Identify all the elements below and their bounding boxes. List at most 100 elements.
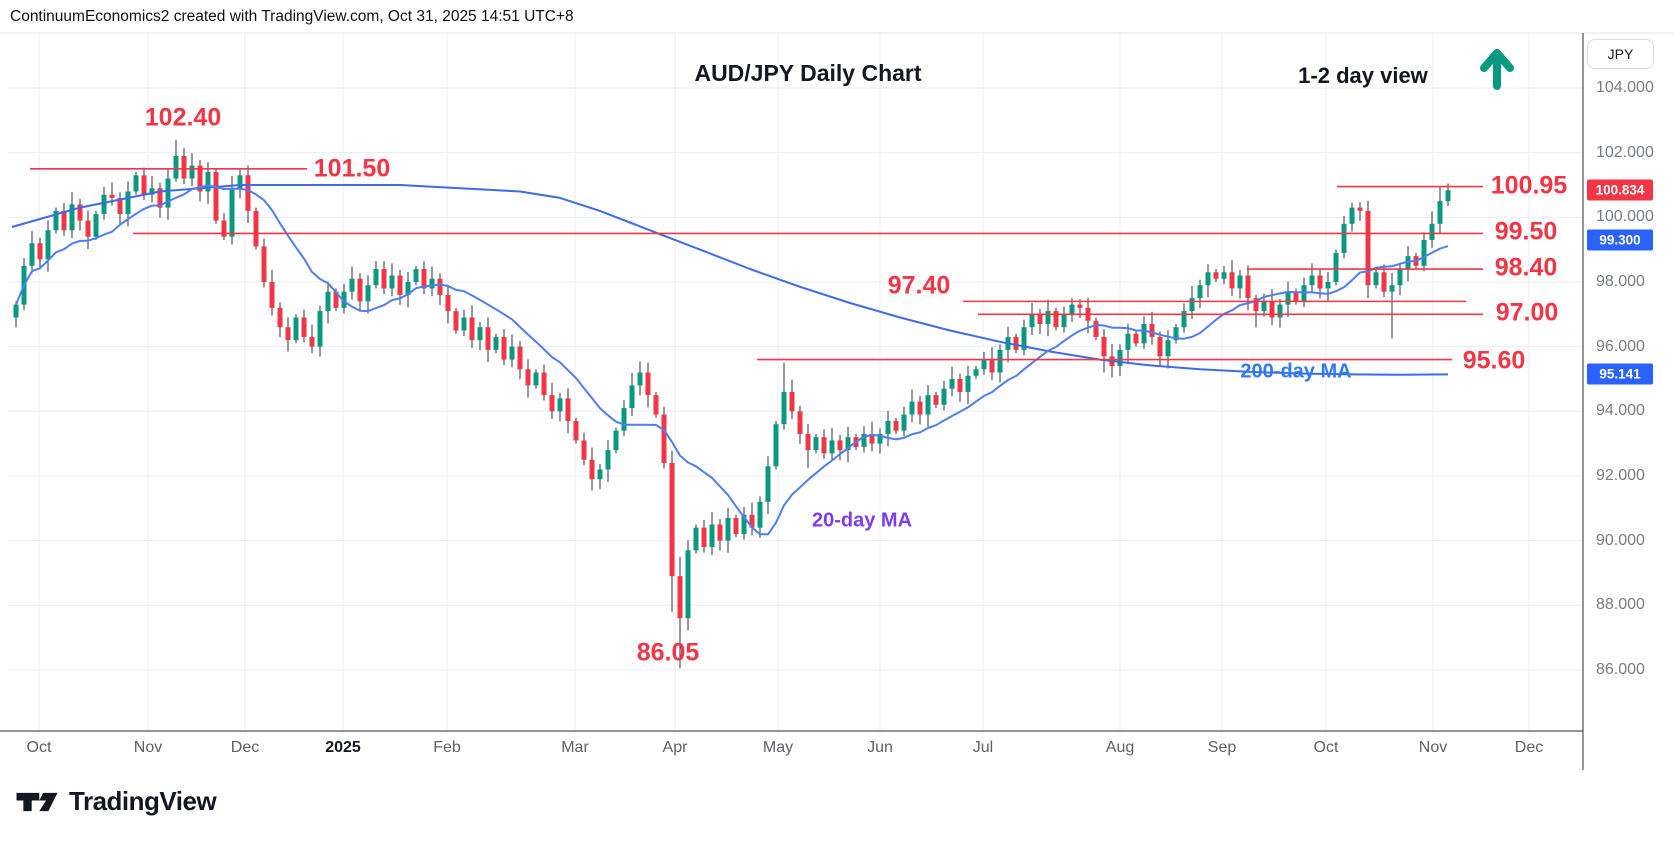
candle-down [733,517,739,535]
candle-up [1277,304,1283,318]
candle-up [725,517,731,541]
candle-down [1053,311,1059,328]
time-axis-label[interactable]: 2025 [325,739,361,756]
price-axis-label[interactable]: 90.000 [1596,531,1645,549]
candle-down [677,576,683,619]
level-label: 86.05 [636,638,700,667]
candle-down [453,311,459,331]
candle-up [629,385,635,409]
price-badge: 99.300 [1587,229,1653,251]
time-axis-label[interactable]: Nov [1418,739,1448,756]
candle-up [1309,275,1315,286]
price-axis-label[interactable]: 86.000 [1596,660,1645,678]
candle-down [157,188,163,208]
candle-up [1389,285,1395,292]
candle-up [637,372,643,386]
time-axis-label[interactable]: Jun [867,739,893,756]
time-axis-label[interactable]: May [762,739,794,756]
candle-down [1213,272,1219,279]
candle-up [1349,207,1355,224]
currency-button[interactable]: JPY [1587,39,1654,69]
candle-down [213,172,219,221]
level-label: 97.00 [1495,298,1559,327]
price-badge: 95.141 [1587,363,1653,385]
candle-down [645,372,651,396]
ma-label: 20-day MA [811,509,913,532]
candle-down [669,463,675,577]
candle-up [613,430,619,451]
candle-down [181,155,187,179]
candle-down [525,369,531,386]
candle-up [133,175,139,192]
candle-down [805,433,811,451]
candle-up [1061,314,1067,328]
candle-down [549,395,555,412]
chart-title: AUD/JPY Daily Chart [694,60,922,86]
candle-down [1037,314,1043,325]
time-axis-label[interactable]: Apr [662,739,688,756]
candle-up [1141,324,1147,344]
candle-down [749,514,755,528]
time-axis-label[interactable]: Oct [1313,739,1339,756]
candle-down [381,269,387,289]
time-axis-label[interactable]: Mar [561,739,589,756]
candle-up [1221,272,1227,279]
candle-up [173,155,179,179]
time-axis-label[interactable]: Dec [230,739,260,756]
candle-up [53,210,59,231]
level-label: 97.40 [887,271,951,300]
candle-down [37,243,43,260]
price-axis-label[interactable]: 102.000 [1596,143,1654,161]
tradingview-logo[interactable]: TradingView [15,786,217,817]
candle-down [893,420,899,431]
candle-up [1205,272,1211,286]
candle-up [125,191,131,215]
candle-down [141,175,147,195]
candle-up [1189,298,1195,312]
price-axis-label[interactable]: 100.000 [1596,208,1654,226]
candle-down [653,395,659,415]
time-axis-label[interactable]: Aug [1105,739,1135,756]
candle-up [1029,314,1035,328]
candle-up [189,165,195,179]
candle-up [1237,275,1243,289]
level-label: 102.40 [144,103,222,132]
candle-up [165,178,171,208]
candle-up [1165,340,1171,357]
time-axis-label[interactable]: Dec [1514,739,1544,756]
price-axis-label[interactable]: 104.000 [1596,79,1654,96]
candle-down [517,346,523,370]
price-axis-label[interactable]: 94.000 [1596,402,1645,420]
time-axis-label[interactable]: Nov [133,739,163,756]
time-axis-label[interactable]: Sep [1207,739,1237,756]
price-axis-label[interactable]: 98.000 [1596,272,1645,290]
candle-down [221,220,227,237]
candle-up [981,359,987,370]
price-axis-label[interactable]: 88.000 [1596,596,1645,614]
candle-up [781,391,787,425]
candle-up [429,278,435,289]
time-axis-label[interactable]: Oct [26,739,52,756]
time-axis-label[interactable]: Jul [972,739,994,756]
candle-up [693,527,699,551]
price-axis-label[interactable]: 96.000 [1596,337,1645,355]
candle-up [237,175,243,189]
candle-down [589,459,595,480]
candle-down [1245,275,1251,299]
candle-down [837,440,843,451]
candle-down [573,420,579,441]
candle-down [309,336,315,347]
candle-down [445,294,451,312]
level-label: 101.50 [313,154,391,183]
candle-up [509,346,515,360]
candle-up [1285,291,1291,305]
price-axis-label[interactable]: 92.000 [1596,466,1645,484]
candle-up [1429,223,1435,240]
candle-down [581,440,587,460]
price-badge: 100.834 [1587,179,1653,201]
candle-up [1333,252,1339,282]
time-axis-label[interactable]: Feb [433,739,461,756]
candle-down [61,210,67,231]
attribution-text: ContinuumEconomics2 created with Trading… [10,8,574,25]
